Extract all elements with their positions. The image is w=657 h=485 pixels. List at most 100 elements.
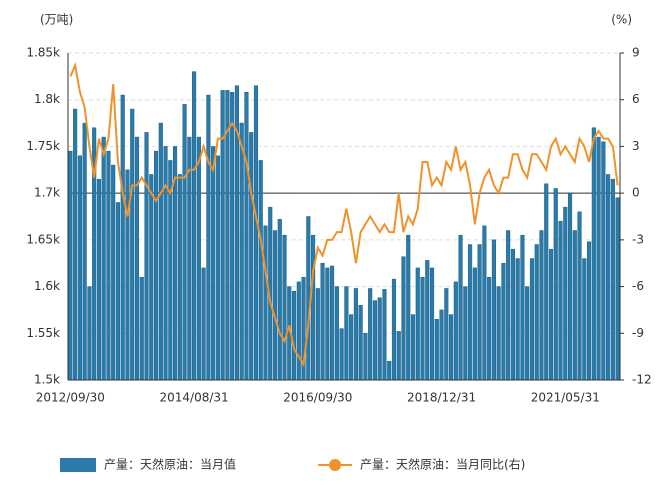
x-tick-label: 2018/12/31 bbox=[407, 391, 476, 405]
bar bbox=[244, 91, 249, 381]
bar bbox=[606, 174, 611, 381]
bar bbox=[230, 91, 235, 381]
bar bbox=[149, 174, 154, 381]
bar bbox=[296, 281, 301, 381]
y-tick-label: 1.85k bbox=[26, 46, 60, 60]
bar bbox=[130, 108, 135, 381]
bar bbox=[515, 258, 520, 381]
bar bbox=[125, 169, 130, 381]
bar bbox=[111, 164, 116, 381]
bar bbox=[425, 260, 430, 381]
bar bbox=[567, 192, 573, 381]
bar bbox=[277, 219, 282, 381]
bar bbox=[591, 127, 596, 381]
bar bbox=[263, 225, 268, 381]
bar bbox=[139, 276, 144, 381]
bar bbox=[382, 289, 387, 381]
bar bbox=[325, 267, 330, 381]
bar bbox=[482, 225, 487, 381]
bar bbox=[320, 262, 325, 381]
bar bbox=[220, 90, 225, 381]
bar bbox=[487, 276, 492, 381]
bar bbox=[215, 155, 220, 381]
y-tick-label: 1.75k bbox=[26, 139, 60, 153]
bar bbox=[134, 136, 140, 381]
bar bbox=[615, 197, 620, 381]
legend-swatch bbox=[60, 458, 96, 472]
bar bbox=[434, 319, 439, 381]
y2-tick-label: -3 bbox=[632, 232, 644, 246]
bar bbox=[539, 230, 544, 381]
bar bbox=[315, 288, 320, 381]
x-tick-label: 2016/09/30 bbox=[283, 391, 352, 405]
bar bbox=[491, 239, 496, 381]
bar bbox=[344, 286, 349, 381]
bar bbox=[429, 267, 435, 381]
bar bbox=[415, 267, 420, 381]
bar bbox=[548, 248, 554, 381]
bar bbox=[577, 211, 582, 381]
y-tick-label: 1.8k bbox=[34, 92, 60, 106]
bar bbox=[558, 220, 563, 381]
bar bbox=[572, 230, 577, 381]
bar bbox=[272, 230, 278, 381]
bar bbox=[239, 122, 244, 381]
bar bbox=[534, 244, 539, 381]
bar bbox=[96, 178, 101, 381]
y-tick-label: 1.65k bbox=[26, 232, 60, 246]
bar bbox=[358, 305, 363, 381]
bar bbox=[520, 234, 525, 381]
bar bbox=[201, 267, 206, 381]
bar bbox=[77, 155, 82, 381]
bar bbox=[349, 314, 354, 381]
line bbox=[69, 62, 619, 368]
bar bbox=[587, 241, 592, 381]
bar bbox=[311, 234, 316, 381]
bar bbox=[601, 141, 606, 381]
bar bbox=[377, 297, 382, 381]
bar bbox=[196, 136, 201, 381]
y2-tick-label: -12 bbox=[632, 373, 652, 387]
bar bbox=[177, 174, 182, 381]
bar bbox=[363, 333, 368, 381]
y2-tick-label: 0 bbox=[632, 186, 640, 200]
y2-unit: (%) bbox=[611, 13, 632, 27]
x-tick-label: 2021/05/31 bbox=[531, 391, 600, 405]
bar bbox=[306, 216, 311, 381]
y-tick-label: 1.55k bbox=[26, 326, 60, 340]
bar bbox=[101, 136, 106, 381]
x-tick-label: 2012/09/30 bbox=[36, 391, 105, 405]
bar bbox=[211, 146, 216, 381]
bar bbox=[444, 288, 449, 381]
legend-label: 产量：天然原油：当月值 bbox=[104, 457, 236, 472]
bar bbox=[144, 132, 149, 381]
bar bbox=[353, 288, 358, 381]
bar bbox=[158, 122, 163, 381]
y-tick-label: 1.7k bbox=[34, 186, 60, 200]
bar bbox=[477, 244, 482, 381]
bar bbox=[163, 146, 168, 381]
bar bbox=[472, 267, 477, 381]
y-tick-label: 1.6k bbox=[34, 279, 60, 293]
y2-tick-label: 3 bbox=[632, 139, 640, 153]
y2-tick-label: -9 bbox=[632, 326, 644, 340]
bar bbox=[420, 276, 425, 381]
bar bbox=[192, 71, 197, 381]
bar bbox=[458, 234, 463, 381]
bar bbox=[410, 314, 416, 381]
bar bbox=[468, 244, 473, 381]
bar bbox=[401, 256, 406, 381]
legend-label: 产量：天然原油：当月同比(右) bbox=[360, 457, 525, 472]
x-tick-label: 2014/08/31 bbox=[160, 391, 229, 405]
bar bbox=[510, 248, 515, 381]
bar bbox=[506, 230, 511, 381]
bar bbox=[153, 150, 159, 381]
bar bbox=[387, 361, 392, 381]
bar bbox=[439, 309, 444, 381]
bar bbox=[496, 286, 501, 381]
bar bbox=[501, 262, 506, 381]
bar bbox=[68, 150, 73, 381]
bar bbox=[291, 290, 297, 381]
y2-tick-label: -6 bbox=[632, 279, 644, 293]
